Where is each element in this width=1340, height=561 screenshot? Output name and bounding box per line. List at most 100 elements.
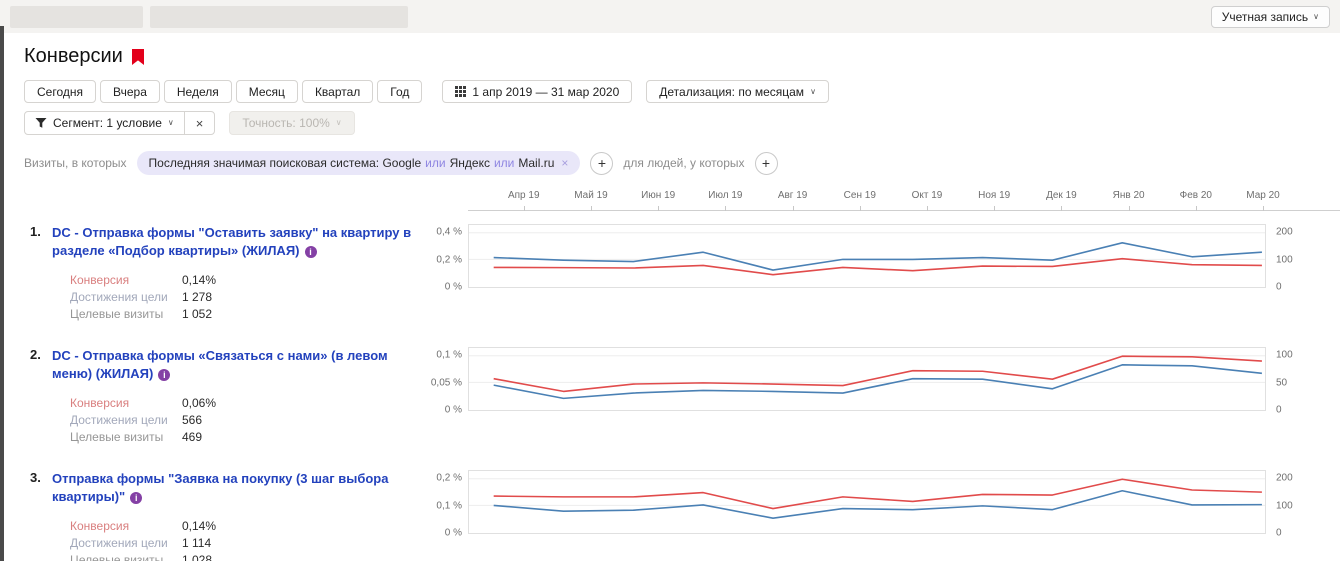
stat-value: 0,06% [182,395,217,410]
months-axis: Апр 19 Май 19 Июн 19 Июл 19 Авг 19 Сен 19 Окт … [500,189,1280,211]
period-button-вчера[interactable]: Вчера [100,80,160,103]
chip-segment: Mail.ru [518,156,555,170]
funnel-icon [35,117,47,129]
right-axis: 200 100 0 [1266,224,1340,322]
left-axis-tick: 0,2 % [436,472,462,484]
chip-segment: Последняя значимая поисковая система: Go… [148,156,422,170]
add-visit-condition-button[interactable]: + [590,151,614,175]
conversion-line [494,479,1262,508]
month-label: Июл 19 [708,190,743,201]
conversion-line [494,259,1262,275]
stat-label: Целевые визиты [70,306,164,321]
goals-list: 1. DC - Отправка формы "Оставить заявку"… [24,224,1340,561]
date-range-button[interactable]: 1 апр 2019 — 31 мар 2020 [442,80,633,103]
chart-plot[interactable] [468,470,1266,534]
right-axis: 100 50 0 [1266,347,1340,445]
month-label: Июн 19 [641,190,676,201]
goal-stats: Конверсия 0,14% Достижения цели 1 114 Целевы… [70,517,422,561]
chart-plot[interactable] [468,224,1266,288]
chart-plot[interactable] [468,347,1266,411]
stat-row: Достижения цели 1 114 [70,534,422,551]
goal-number: 3. [30,470,41,485]
right-axis-tick: 0 [1276,281,1282,293]
info-icon[interactable]: i [130,492,143,504]
goal-info: 2. DC - Отправка формы «Связаться с нами… [24,347,436,445]
goal-row: 1. DC - Отправка формы "Оставить заявку"… [24,224,1340,322]
month-tick [725,206,727,211]
detalization-dropdown[interactable]: Детализация: по месяцам ∨ [646,80,829,103]
period-button-неделя[interactable]: Неделя [163,80,232,103]
detalization-label: Детализация: по месяцам [659,84,805,99]
left-axis-tick: 0,05 % [430,377,462,388]
month-label: Май 19 [574,190,608,201]
goal-row: 3. Отправка формы "Заявка на покупку (3 … [24,470,1340,561]
filters-row: Визиты, в которых Последняя значимая пои… [24,151,1340,175]
goal-stats: Конверсия 0,14% Достижения цели 1 278 Целевы… [70,271,422,322]
stat-row: Достижения цели 566 [70,411,422,428]
goal-chart: 0,1 % 0,05 % 0 % 100 50 0 [431,347,1340,445]
goal-title-link[interactable]: DC - Отправка формы "Оставить заявку" на… [52,225,412,258]
account-menu-button[interactable]: Учетная запись ∨ [1210,6,1330,28]
goal-title-link[interactable]: DC - Отправка формы «Связаться с нами» (… [52,348,388,381]
month-tick [1061,206,1063,211]
period-buttons: Сегодня Вчера Неделя Месяц Квартал Год [24,80,423,103]
accuracy-label: Точность: 100% [242,116,330,130]
month-label: Апр 19 [507,190,540,201]
left-axis: 0,4 % 0,2 % 0 % [436,224,468,322]
info-icon[interactable]: i [158,369,171,381]
segment-control: Сегмент: 1 условие ∨ × [24,111,216,135]
segment-dropdown[interactable]: Сегмент: 1 условие ∨ [25,112,184,134]
left-axis-tick: 0,1 % [436,500,462,511]
month-tick [926,206,928,211]
right-axis-tick: 100 [1276,254,1293,265]
goal-info: 3. Отправка формы "Заявка на покупку (3 … [24,470,436,561]
page-title: Конверсии [24,45,123,67]
account-menu-label: Учетная запись [1221,10,1309,24]
chip-segment: или [425,156,446,170]
month-tick [1128,206,1130,211]
stat-row: Целевые визиты 1 028 [70,551,422,561]
stat-label: Конверсия [70,395,130,410]
month-label: Ноя 19 [978,190,1011,201]
search-engine-filter-chip[interactable]: Последняя значимая поисковая система: Go… [136,151,581,175]
chevron-down-icon: ∨ [810,86,816,96]
right-axis-tick: 100 [1276,349,1293,361]
month-label: Янв 20 [1112,190,1145,201]
plus-icon: + [597,154,606,171]
info-icon[interactable]: i [304,246,317,258]
accuracy-dropdown[interactable]: Точность: 100% ∨ [229,111,355,135]
add-people-condition-button[interactable]: + [754,151,778,175]
conversion-line [494,356,1262,391]
redacted-nav-block [150,6,408,28]
month-tick [859,206,861,211]
left-axis-tick: 0,2 % [436,254,462,265]
left-axis-tick: 0,4 % [436,226,462,238]
period-button-квартал[interactable]: Квартал [301,80,374,103]
stat-value: 469 [182,429,203,444]
right-axis-tick: 200 [1276,472,1293,484]
right-axis: 200 100 0 [1266,470,1340,561]
chip-segment: или [493,156,515,170]
goal-reaches-line [494,365,1262,399]
month-label: Авг 19 [777,190,808,201]
stat-row: Конверсия 0,06% [70,394,422,411]
stat-value: 1 028 [182,552,213,561]
goal-reaches-line [494,243,1262,270]
month-label: Сен 19 [843,190,876,201]
month-tick [994,206,996,211]
stat-value: 1 278 [182,289,213,304]
bookmark-icon[interactable] [131,48,144,65]
period-button-год[interactable]: Год [377,80,423,103]
month-label: Фев 20 [1179,190,1213,201]
line-chart [469,225,1265,287]
period-button-месяц[interactable]: Месяц [235,80,298,103]
segment-label: Сегмент: 1 условие [53,116,162,130]
segment-clear-button[interactable]: × [183,112,215,134]
goal-title-link[interactable]: Отправка формы "Заявка на покупку (3 шаг… [52,471,389,504]
period-button-сегодня[interactable]: Сегодня [24,80,96,103]
stat-label: Целевые визиты [70,429,164,444]
line-chart [469,471,1265,533]
stat-value: 1 052 [182,306,213,321]
chip-close-icon[interactable]: × [561,156,569,170]
